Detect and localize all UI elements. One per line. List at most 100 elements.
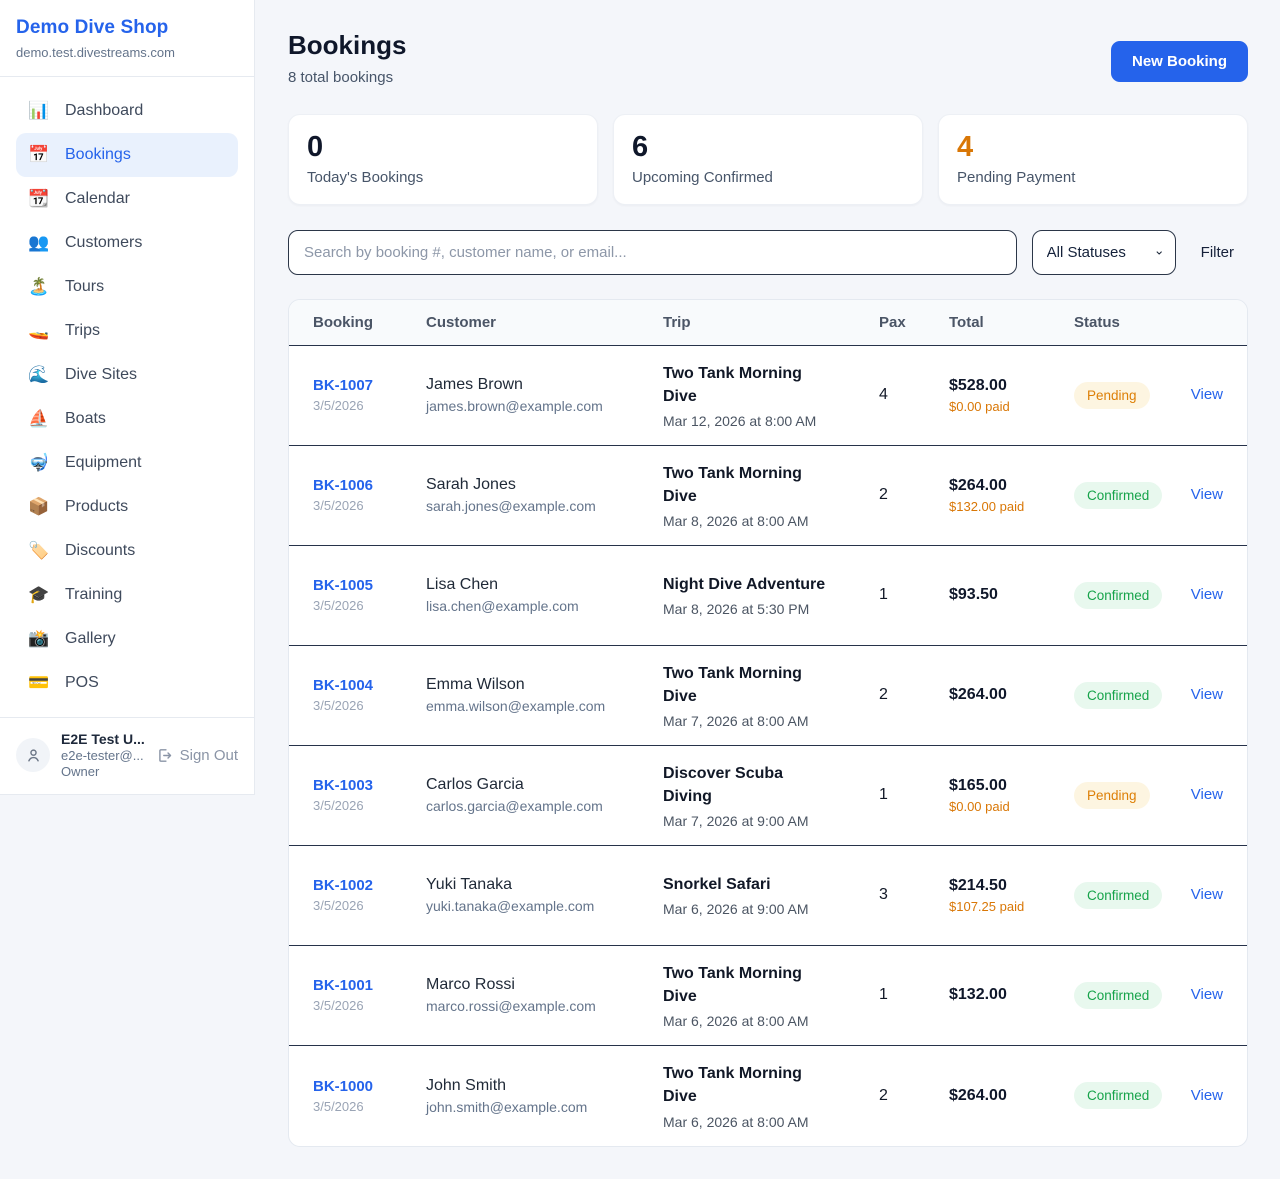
status-cell: Pending [1074, 381, 1184, 409]
column-header-trip: Trip [663, 313, 691, 331]
view-link[interactable]: View [1190, 786, 1223, 804]
trip-name: Two Tank Morning Dive [663, 964, 802, 1005]
trip-cell: Discover Scuba Diving Mar 7, 2026 at 9:0… [663, 762, 879, 829]
booking-cell: BK-1003 3/5/2026 [313, 777, 426, 813]
view-link[interactable]: View [1190, 386, 1223, 404]
status-filter-select[interactable]: All Statuses [1031, 229, 1176, 275]
stat-card-todays-bookings: 0 Today's Bookings [288, 114, 598, 205]
booking-date: 3/5/2026 [313, 498, 364, 514]
sidebar-item-dashboard[interactable]: 📊 Dashboard [28, 101, 144, 120]
sidebar-item-dive-sites[interactable]: 🌊 Dive Sites [28, 365, 138, 384]
status-cell: Confirmed [1074, 881, 1184, 909]
trip-name: Two Tank Morning Dive [663, 364, 802, 405]
booking-number-link[interactable]: BK-1005 [313, 577, 374, 595]
sign-out-label: Sign Out [179, 746, 238, 764]
stat-value: 4 [957, 131, 974, 163]
booking-number-link[interactable]: BK-1006 [313, 477, 374, 495]
new-booking-button[interactable]: New Booking [1110, 41, 1248, 82]
view-link[interactable]: View [1190, 886, 1223, 904]
trip-cell: Two Tank Morning Dive Mar 6, 2026 at 8:0… [663, 962, 879, 1029]
status-badge: Confirmed [1074, 581, 1163, 609]
sidebar-item-products[interactable]: 📦 Products [28, 497, 129, 516]
view-link[interactable]: View [1190, 586, 1223, 604]
total-amount: $93.50 [949, 586, 998, 604]
sidebar-item-boats[interactable]: ⛵ Boats [28, 409, 106, 428]
total-cell: $214.50 $107.25 paid [949, 877, 1074, 914]
trip-datetime: Mar 6, 2026 at 8:00 AM [663, 1113, 809, 1130]
booking-date: 3/5/2026 [313, 798, 364, 814]
sidebar-item-pos[interactable]: 💳 POS [28, 673, 99, 692]
total-amount: $214.50 [949, 876, 1007, 894]
customer-name: Marco Rossi [426, 976, 515, 994]
customer-email: john.smith@example.com [426, 1098, 588, 1115]
booking-cell: BK-1006 3/5/2026 [313, 477, 426, 513]
trip-cell: Two Tank Morning Dive Mar 8, 2026 at 8:0… [663, 462, 879, 529]
customer-email: sarah.jones@example.com [426, 498, 596, 515]
sidebar-item-training[interactable]: 🎓 Training [28, 585, 123, 604]
booking-date: 3/5/2026 [313, 1098, 364, 1114]
booking-number-link[interactable]: BK-1001 [313, 977, 374, 995]
total-cell: $264.00 [949, 1087, 1074, 1105]
sidebar-user-footer: E2E Test U... e2e-tester@... Owner Sign … [0, 717, 254, 794]
view-link[interactable]: View [1190, 486, 1223, 504]
sidebar-item-tours[interactable]: 🏝️ Tours [28, 277, 105, 296]
status-cell: Confirmed [1074, 681, 1184, 709]
user-name: E2E Test U... [61, 731, 145, 747]
total-amount: $132.00 [949, 986, 1007, 1004]
sidebar-item-trips[interactable]: 🚤 Trips [28, 321, 100, 340]
stat-label: Pending Payment [957, 168, 1076, 186]
pax-value: 1 [879, 586, 888, 604]
paid-amount: $0.00 paid [949, 798, 1010, 814]
sidebar-nav: 📊 Dashboard 📅 Bookings 📆 Calendar 👥 Cust… [0, 77, 254, 717]
trip-datetime: Mar 8, 2026 at 8:00 AM [663, 513, 809, 530]
pax-value: 3 [879, 886, 888, 904]
paid-amount: $132.00 paid [949, 498, 1025, 514]
brand-domain: demo.test.divestreams.com [16, 45, 175, 60]
view-link[interactable]: View [1190, 986, 1223, 1004]
view-cell: View [1184, 486, 1223, 504]
wave-icon: 🌊 [28, 365, 50, 384]
sign-out-button[interactable]: Sign Out [156, 747, 238, 764]
speedboat-icon: 🚤 [28, 321, 50, 340]
pax-value: 1 [879, 786, 888, 804]
booking-number-link[interactable]: BK-1000 [313, 1077, 374, 1095]
sidebar-item-equipment[interactable]: 🤿 Equipment [28, 453, 142, 472]
bookings-table: Booking Customer Trip Pax Total Status B… [288, 298, 1248, 1147]
search-input[interactable] [288, 229, 1017, 275]
view-cell: View [1184, 686, 1223, 704]
booking-cell: BK-1001 3/5/2026 [313, 977, 426, 1013]
customer-email: lisa.chen@example.com [426, 598, 579, 615]
table-row: BK-1002 3/5/2026 Yuki Tanaka yuki.tanaka… [289, 846, 1247, 946]
table-row: BK-1000 3/5/2026 John Smith john.smith@e… [289, 1046, 1247, 1146]
sidebar-item-discounts[interactable]: 🏷️ Discounts [28, 541, 136, 560]
sidebar-item-gallery[interactable]: 📸 Gallery [28, 629, 116, 648]
bar-chart-icon: 📊 [28, 101, 50, 120]
filter-bar: All Statuses ⌄ Filter [288, 229, 1248, 275]
sidebar-item-bookings[interactable]: 📅 Bookings [16, 133, 238, 177]
view-link[interactable]: View [1190, 686, 1223, 704]
filter-button[interactable]: Filter [1191, 244, 1248, 261]
booking-number-link[interactable]: BK-1007 [313, 377, 374, 395]
pax-value: 1 [879, 986, 888, 1004]
trip-datetime: Mar 8, 2026 at 5:30 PM [663, 601, 810, 618]
table-row: BK-1005 3/5/2026 Lisa Chen lisa.chen@exa… [289, 546, 1247, 646]
sidebar-item-calendar[interactable]: 📆 Calendar [28, 189, 130, 208]
trip-datetime: Mar 6, 2026 at 8:00 AM [663, 1013, 809, 1030]
table-row: BK-1007 3/5/2026 James Brown james.brown… [289, 346, 1247, 446]
booking-number-link[interactable]: BK-1002 [313, 877, 374, 895]
paid-amount: $0.00 paid [949, 398, 1010, 414]
customer-cell: Emma Wilson emma.wilson@example.com [426, 676, 663, 714]
booking-date: 3/5/2026 [313, 698, 364, 714]
sidebar-item-customers[interactable]: 👥 Customers [28, 233, 143, 252]
logout-icon [158, 748, 171, 762]
customer-email: yuki.tanaka@example.com [426, 898, 595, 915]
view-link[interactable]: View [1190, 1086, 1223, 1104]
user-info: E2E Test U... e2e-tester@... Owner [61, 731, 145, 779]
total-cell: $264.00 $132.00 paid [949, 477, 1074, 514]
booking-number-link[interactable]: BK-1003 [313, 777, 374, 795]
sailboat-icon: ⛵ [28, 409, 50, 428]
customer-name: Lisa Chen [426, 576, 499, 594]
trip-name: Two Tank Morning Dive [663, 464, 802, 505]
booking-number-link[interactable]: BK-1004 [313, 677, 374, 695]
trip-datetime: Mar 12, 2026 at 8:00 AM [663, 413, 817, 430]
